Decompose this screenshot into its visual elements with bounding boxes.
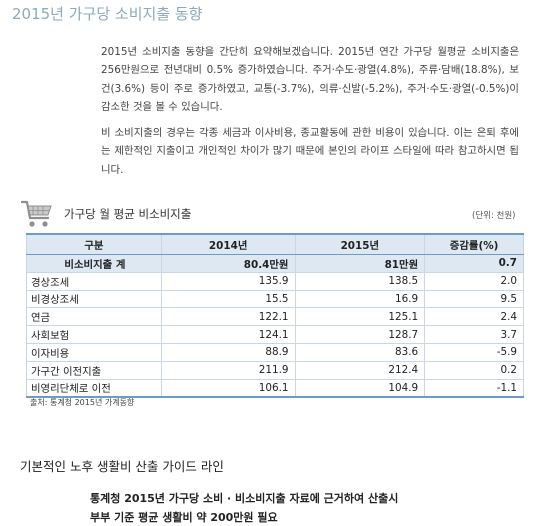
unit-label: (단위: 천원) <box>472 211 516 221</box>
value-2015: 16.9 <box>294 289 426 309</box>
row-category: 비영리단체로 이전 <box>26 378 162 399</box>
table-header-row: 구분 2014년 2015년 증감률(%) <box>26 233 524 255</box>
table-row: 비영리단체로 이전 106.1 104.9 -1.1 <box>26 378 524 399</box>
expenditure-table: 구분 2014년 2015년 증감률(%) 비소비지출 계 80.4만원 81만… <box>26 233 524 399</box>
change-rate: 9.5 <box>424 289 524 309</box>
value-2014: 106.1 <box>160 378 296 399</box>
value-2015: 83.6 <box>294 342 426 362</box>
table-row: 가구간 이전지출 211.9 212.4 0.2 <box>26 360 524 380</box>
guide-line-1: 통계청 2015년 가구당 소비 · 비소비지출 자료에 근거하여 산출시 <box>90 492 399 505</box>
intro-paragraph-2: 비 소비지출의 경우는 각종 세금과 이사비용, 종교활동에 관한 비용이 있습… <box>101 127 519 176</box>
value-2015: 128.7 <box>294 325 426 344</box>
value-2014: 88.9 <box>160 342 296 362</box>
row-category: 비소비지출 계 <box>26 254 162 273</box>
table-total-row: 비소비지출 계 80.4만원 81만원 0.7 <box>26 254 524 273</box>
change-rate: 2.0 <box>424 271 524 291</box>
column-header: 증감률(%) <box>424 233 524 255</box>
change-rate: 3.7 <box>424 325 524 344</box>
value-2014: 211.9 <box>160 360 296 380</box>
value-2014: 15.5 <box>160 289 296 309</box>
value-2014: 135.9 <box>160 271 296 291</box>
change-rate: 0.7 <box>424 254 524 273</box>
value-2014: 124.1 <box>160 325 296 344</box>
column-header: 2014년 <box>160 233 296 255</box>
row-category: 경상조세 <box>26 271 162 291</box>
shopping-cart-icon <box>21 200 52 227</box>
table-source: 출처: 통계청 2015년 가계동향 <box>30 398 135 407</box>
intro-paragraph-1: 2015년 소비지출 동향을 간단히 요약해보겠습니다. 2015년 연간 가구… <box>101 46 519 113</box>
table-row: 연금 122.1 125.1 2.4 <box>26 307 524 327</box>
row-category: 비경상조세 <box>26 289 162 309</box>
value-2015: 212.4 <box>294 360 426 380</box>
column-header: 구분 <box>26 233 162 255</box>
table-row: 경상조세 135.9 138.5 2.0 <box>26 271 524 291</box>
table-row: 비경상조세 15.5 16.9 9.5 <box>26 289 524 309</box>
row-category: 이자비용 <box>26 342 162 362</box>
column-header: 2015년 <box>294 233 426 255</box>
table-title: 가구당 월 평균 비소비지출 <box>64 207 192 221</box>
value-2015: 81만원 <box>294 254 426 273</box>
change-rate: -5.9 <box>424 342 524 362</box>
value-2015: 138.5 <box>294 271 426 291</box>
value-2015: 125.1 <box>294 307 426 327</box>
value-2014: 122.1 <box>160 307 296 327</box>
change-rate: 2.4 <box>424 307 524 327</box>
section-title: 기본적인 노후 생활비 산출 가이드 라인 <box>20 459 224 474</box>
row-category: 사회보험 <box>26 325 162 344</box>
change-rate: -1.1 <box>424 378 524 399</box>
row-category: 연금 <box>26 307 162 327</box>
change-rate: 0.2 <box>424 360 524 380</box>
value-2014: 80.4만원 <box>160 254 296 273</box>
value-2015: 104.9 <box>294 378 426 399</box>
guide-line-2: 부부 기준 평균 생활비 약 200만원 필요 <box>90 511 278 524</box>
row-category: 가구간 이전지출 <box>26 360 162 380</box>
table-row: 이자비용 88.9 83.6 -5.9 <box>26 342 524 362</box>
table-row: 사회보험 124.1 128.7 3.7 <box>26 325 524 344</box>
page-title: 2015년 가구당 소비지출 동향 <box>12 5 203 23</box>
